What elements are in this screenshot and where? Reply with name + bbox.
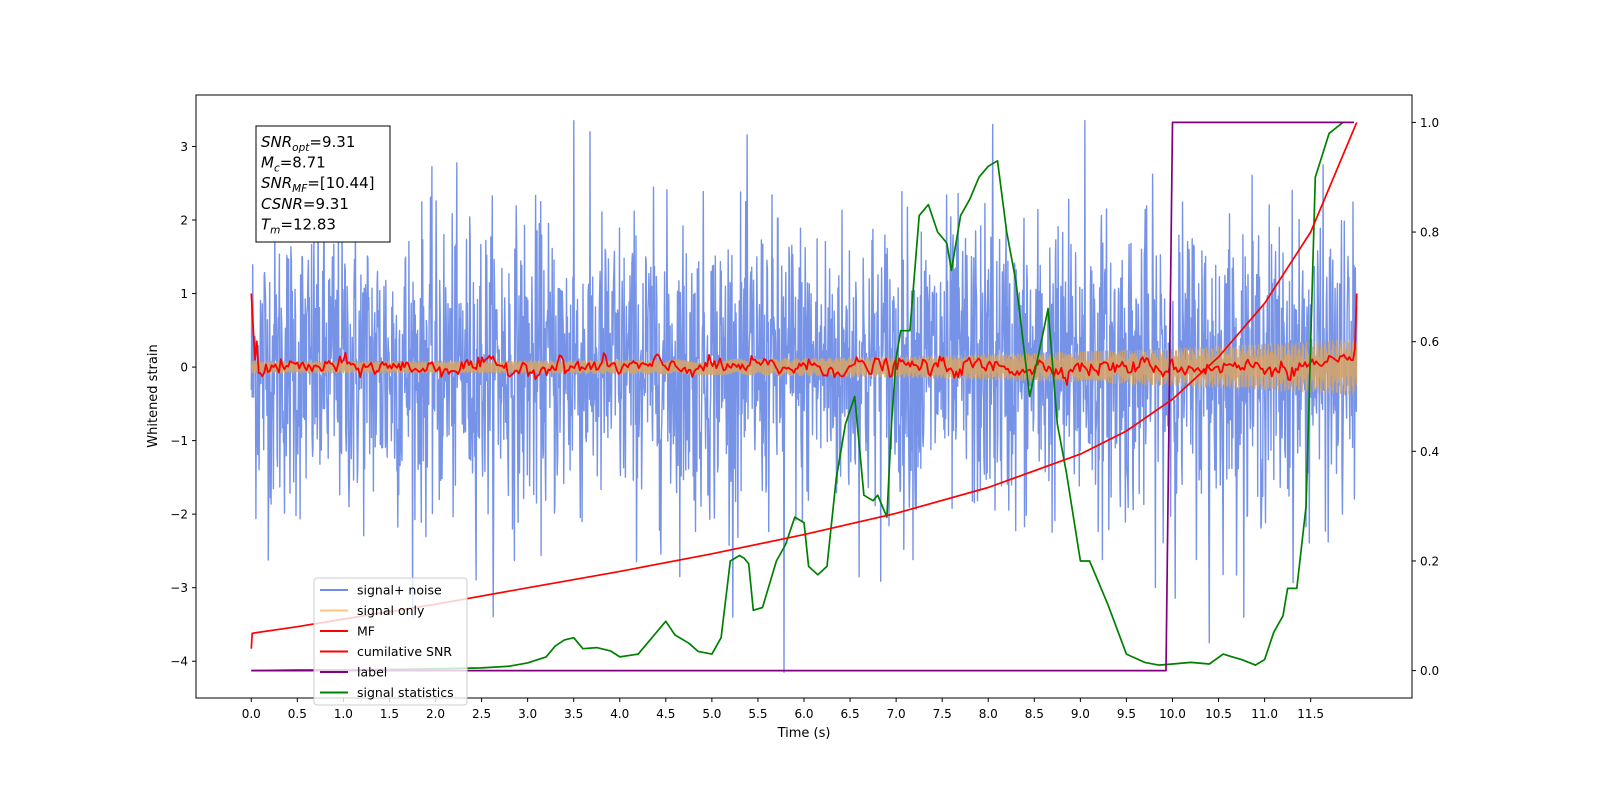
series-signal-statistics [251,121,1344,672]
x-tick-label: 4.0 [610,707,629,721]
x-tick-label: 7.5 [933,707,952,721]
legend-item: cumilative SNR [320,644,452,659]
annotation-line: Tm=12.83 [261,215,336,236]
legend-label: signal+ noise [357,583,442,598]
y2-tick-label: 0.6 [1420,335,1439,349]
annotation-line: Mc=8.71 [261,154,326,175]
annotation-box-frame [255,125,391,243]
y-tick-label: 1 [180,287,188,301]
x-tick-label: 6.5 [841,707,860,721]
series-mf [250,293,1358,386]
y-tick-label: 2 [180,214,188,228]
x-tick-label: 8.5 [1025,707,1044,721]
y-tick-label: −3 [170,581,188,595]
x-axis-label: Time (s) [777,726,831,741]
x-tick-label: 5.0 [702,707,721,721]
x-tick-label: 9.5 [1117,707,1136,721]
legend-label: signal statistics [357,685,454,700]
x-tick-label: 1.5 [380,707,399,721]
x-tick-label: 8.0 [979,707,998,721]
y-axis-right: 1.0 0.8 0.6 0.4 0.2 0.0 [1412,116,1439,678]
legend-item: signal only [320,603,425,618]
x-tick-label: 11.0 [1251,707,1278,721]
y2-tick-label: 0.4 [1420,445,1439,459]
x-tick-label: 10.5 [1205,707,1232,721]
x-tick-label: 0.0 [242,707,261,721]
x-tick-label: 5.5 [748,707,767,721]
y-tick-label: −4 [170,655,188,669]
x-tick-label: 4.5 [656,707,675,721]
annotation-line: SNRMF=[10.44] [261,174,375,195]
legend: signal+ noise signal only MF cumilative SNR… [313,577,468,706]
x-tick-label: 6.0 [794,707,813,721]
legend-frame [313,577,468,706]
y-axis-label: Whitened strain [146,344,161,447]
legend-label: label [357,665,387,680]
y2-tick-label: 0.8 [1420,226,1439,240]
y2-tick-label: 0.0 [1420,664,1439,678]
x-tick-label: 2.5 [472,707,491,721]
annotation-box: SNRopt=9.31Mc=8.71SNRMF=[10.44]CSNR=9.31… [255,125,391,243]
annotation-line: SNRopt=9.31 [261,133,355,154]
x-tick-label: 2.0 [426,707,445,721]
y-tick-label: 3 [180,140,188,154]
legend-label: cumilative SNR [357,644,452,659]
y-axis-left: 3 2 1 0 −1 −2 −3 −4 [170,140,196,669]
x-axis: 0.0 0.5 1.0 1.5 2.0 2.5 3.0 3.5 4.0 4.5 5.0 5.5 6.0 6… [242,698,1324,721]
y-tick-label: −1 [170,434,188,448]
y-tick-label: 0 [180,361,188,375]
x-tick-label: 1.0 [334,707,353,721]
x-tick-label: 3.0 [518,707,537,721]
legend-label: signal only [357,603,425,618]
annotation-line: CSNR=9.31 [261,195,349,213]
x-tick-label: 10.0 [1159,707,1186,721]
legend-item: label [320,665,387,680]
x-tick-label: 7.0 [887,707,906,721]
y2-tick-label: 1.0 [1420,116,1439,130]
x-tick-label: 11.5 [1297,707,1324,721]
legend-item: signal statistics [320,685,454,700]
y2-tick-label: 0.2 [1420,554,1439,568]
legend-item: signal+ noise [320,583,442,598]
x-tick-label: 0.5 [288,707,307,721]
legend-label: MF [357,624,375,639]
x-tick-label: 9.0 [1071,707,1090,721]
x-tick-label: 3.5 [564,707,583,721]
legend-item: MF [320,624,375,639]
series-label [251,121,1354,672]
y-tick-label: −2 [170,508,188,522]
